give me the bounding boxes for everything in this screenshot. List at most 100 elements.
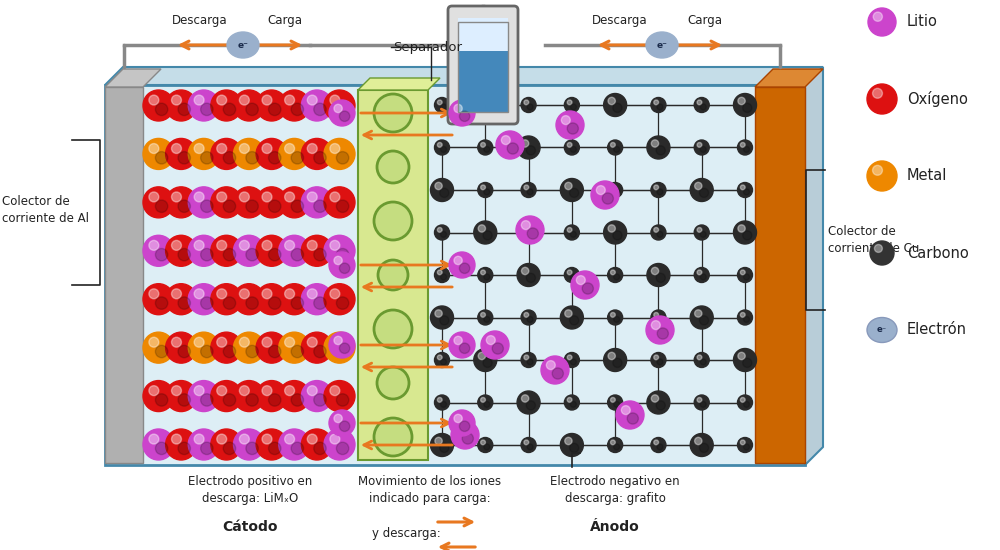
Circle shape <box>570 402 576 408</box>
Circle shape <box>330 337 340 347</box>
Circle shape <box>188 235 219 266</box>
Circle shape <box>524 228 529 232</box>
Circle shape <box>867 161 897 191</box>
Circle shape <box>155 103 168 116</box>
Circle shape <box>269 345 281 358</box>
Circle shape <box>301 235 332 266</box>
Circle shape <box>324 429 355 460</box>
Circle shape <box>339 343 350 354</box>
Circle shape <box>301 381 332 411</box>
Circle shape <box>616 401 644 429</box>
Circle shape <box>211 235 242 266</box>
Circle shape <box>527 232 533 238</box>
Circle shape <box>740 142 745 147</box>
Circle shape <box>143 381 174 411</box>
Circle shape <box>430 306 454 329</box>
Circle shape <box>744 402 750 408</box>
Circle shape <box>336 297 349 309</box>
Circle shape <box>239 434 249 444</box>
Circle shape <box>738 97 745 104</box>
Circle shape <box>608 353 615 360</box>
Circle shape <box>481 312 485 317</box>
Circle shape <box>695 437 702 444</box>
Circle shape <box>246 394 258 406</box>
Circle shape <box>561 116 570 125</box>
Circle shape <box>440 104 446 110</box>
Circle shape <box>330 95 340 105</box>
Circle shape <box>149 337 159 347</box>
Circle shape <box>279 139 310 169</box>
Circle shape <box>285 434 295 444</box>
Circle shape <box>194 386 204 395</box>
Circle shape <box>694 353 709 367</box>
Circle shape <box>188 139 219 169</box>
Circle shape <box>334 256 342 265</box>
Circle shape <box>256 284 287 315</box>
Circle shape <box>744 444 750 450</box>
Circle shape <box>307 144 317 153</box>
Circle shape <box>527 316 533 322</box>
Circle shape <box>454 104 462 113</box>
Circle shape <box>246 345 258 358</box>
Circle shape <box>654 185 659 190</box>
Circle shape <box>262 434 272 444</box>
Circle shape <box>291 103 304 116</box>
Circle shape <box>657 444 663 450</box>
Circle shape <box>217 95 227 105</box>
Circle shape <box>478 437 493 453</box>
Circle shape <box>697 100 702 104</box>
Circle shape <box>546 361 555 370</box>
Text: e⁻: e⁻ <box>238 41 248 50</box>
Circle shape <box>647 263 670 287</box>
Circle shape <box>434 353 450 367</box>
Circle shape <box>143 187 174 218</box>
Circle shape <box>699 188 709 197</box>
Circle shape <box>699 443 709 453</box>
Text: Electrón: Electrón <box>907 322 967 338</box>
Circle shape <box>279 235 310 266</box>
Circle shape <box>567 100 572 104</box>
Circle shape <box>307 434 317 444</box>
Circle shape <box>564 353 579 367</box>
Circle shape <box>481 440 485 445</box>
Circle shape <box>608 183 623 197</box>
Circle shape <box>178 442 190 454</box>
Circle shape <box>217 192 227 202</box>
Circle shape <box>565 182 572 190</box>
Circle shape <box>330 434 340 444</box>
Circle shape <box>481 142 485 147</box>
Circle shape <box>435 182 442 190</box>
Circle shape <box>143 90 174 121</box>
Circle shape <box>239 192 249 202</box>
Circle shape <box>149 240 159 250</box>
Circle shape <box>657 328 668 339</box>
Circle shape <box>301 332 332 363</box>
Circle shape <box>234 139 264 169</box>
Circle shape <box>194 240 204 250</box>
Circle shape <box>440 359 446 365</box>
Circle shape <box>434 140 450 155</box>
Circle shape <box>166 235 197 266</box>
Circle shape <box>223 200 236 212</box>
Circle shape <box>734 221 757 244</box>
Circle shape <box>334 414 342 422</box>
Bar <box>105 87 143 463</box>
Text: Separador: Separador <box>393 41 462 53</box>
Circle shape <box>567 228 572 232</box>
Circle shape <box>478 267 493 283</box>
Circle shape <box>262 144 272 153</box>
Circle shape <box>456 426 465 434</box>
Circle shape <box>246 249 258 261</box>
Circle shape <box>314 442 326 454</box>
Circle shape <box>324 381 355 411</box>
Circle shape <box>690 306 713 329</box>
Circle shape <box>614 316 620 322</box>
Circle shape <box>654 440 659 445</box>
Circle shape <box>699 316 709 325</box>
Circle shape <box>459 263 470 273</box>
Circle shape <box>738 395 753 410</box>
Circle shape <box>437 355 442 360</box>
Circle shape <box>178 249 190 261</box>
Circle shape <box>246 103 258 116</box>
Circle shape <box>324 187 355 218</box>
